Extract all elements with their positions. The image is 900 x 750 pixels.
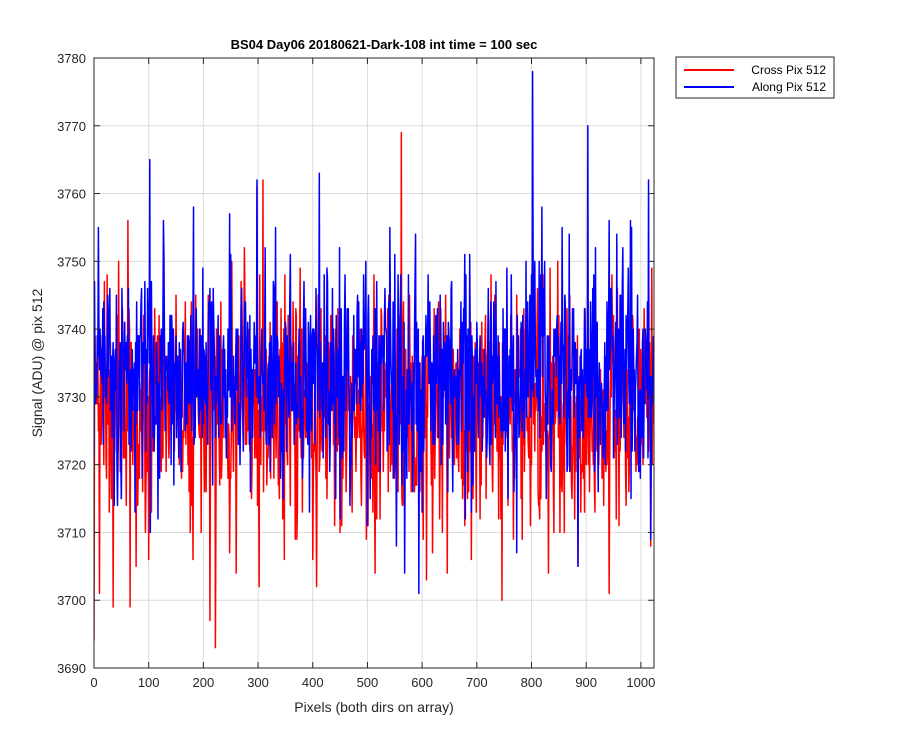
legend-label-cross-pix: Cross Pix 512 [751, 63, 826, 77]
x-tick-label: 900 [575, 675, 597, 690]
series-layer [94, 70, 654, 649]
axis-ticks: 0 100 200 300 400 500 600 700 800 900 1000 3690 3700… [57, 51, 655, 690]
series-line-along-pix [94, 70, 654, 595]
legend-box [675, 56, 835, 99]
x-axis-label: Pixels (both dirs on array) [294, 699, 454, 715]
x-tick-label: 800 [521, 675, 543, 690]
y-tick-label: 3710 [57, 525, 86, 540]
y-tick-label: 3780 [57, 51, 86, 66]
y-axis-label: Signal (ADU) @ pix 512 [29, 288, 45, 437]
legend-label-along-pix: Along Pix 512 [752, 80, 826, 94]
x-tick-label: 0 [90, 675, 97, 690]
x-tick-label: 200 [193, 675, 215, 690]
y-tick-label: 3720 [57, 458, 86, 473]
y-tick-label: 3760 [57, 187, 86, 202]
x-tick-label: 600 [411, 675, 433, 690]
x-tick-label: 300 [247, 675, 269, 690]
x-tick-label: 500 [357, 675, 379, 690]
y-tick-label: 3730 [57, 390, 86, 405]
y-tick-label: 3700 [57, 593, 86, 608]
y-tick-label: 3740 [57, 322, 86, 337]
x-tick-label: 100 [138, 675, 160, 690]
x-tick-label: 1000 [626, 675, 655, 690]
plot-frame [93, 57, 655, 669]
chart-title: BS04 Day06 20180621-Dark-108 int time = … [231, 37, 538, 52]
x-tick-label: 400 [302, 675, 324, 690]
y-tick-label: 3750 [57, 254, 86, 269]
x-tick-label: 700 [466, 675, 488, 690]
y-tick-label: 3690 [57, 661, 86, 676]
y-tick-label: 3770 [57, 119, 86, 134]
legend: Cross Pix 512 Along Pix 512 [675, 56, 835, 99]
